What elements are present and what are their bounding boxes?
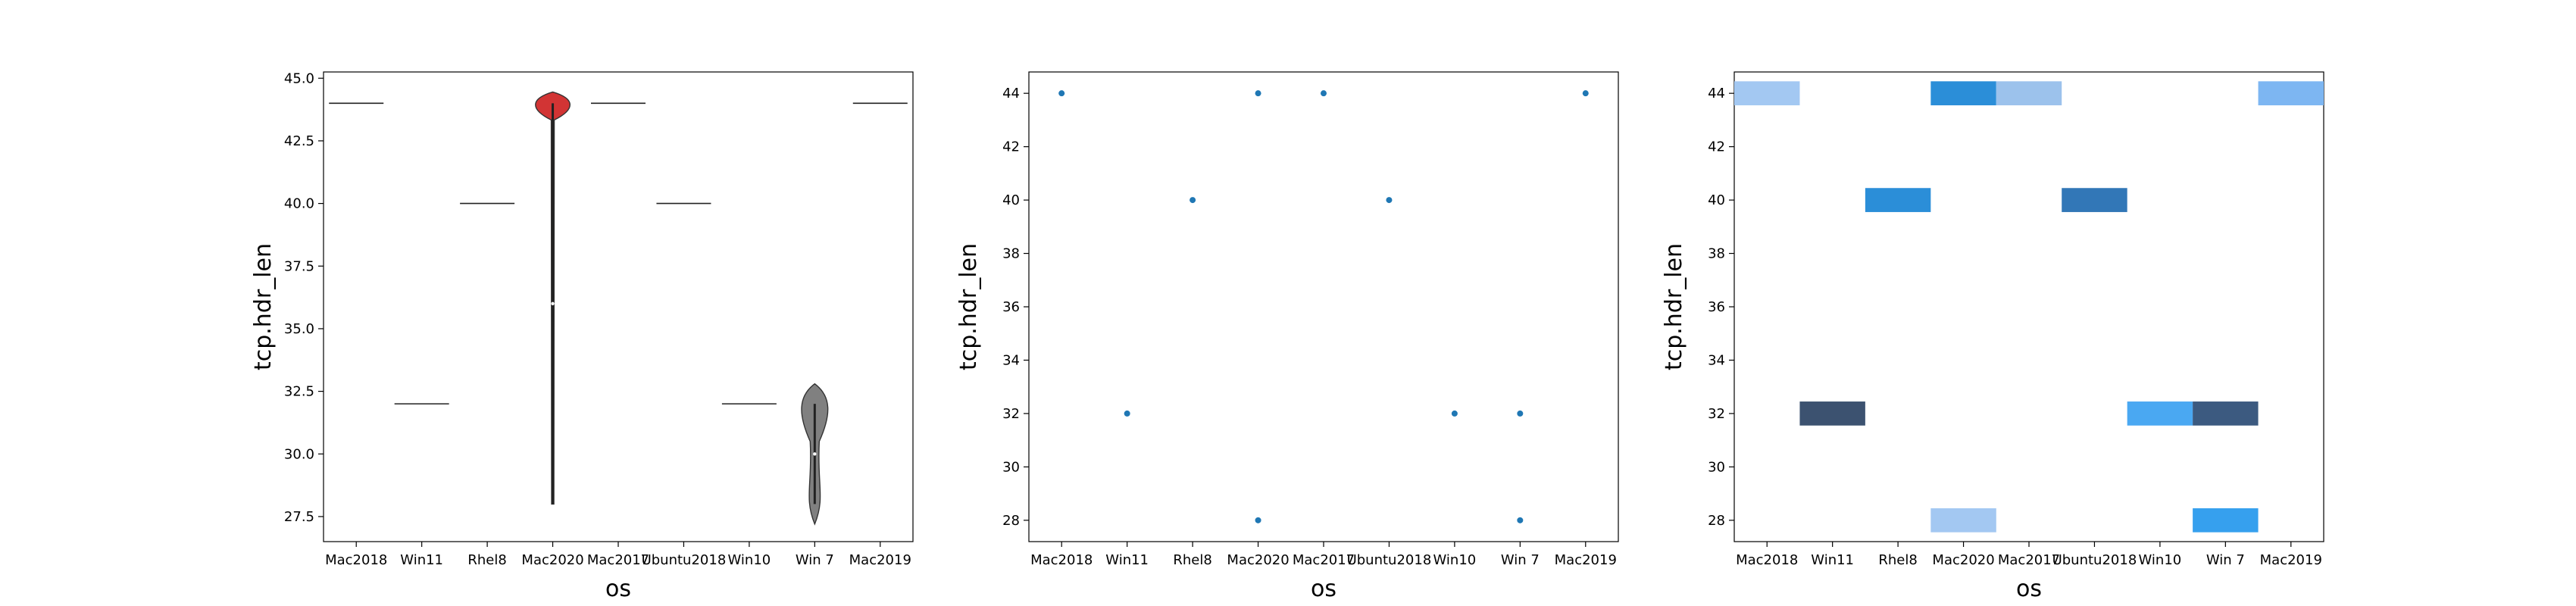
x-tick-label: Mac2019 bbox=[849, 552, 911, 568]
x-tick-label: Mac2018 bbox=[1030, 552, 1093, 568]
scatter-point bbox=[1124, 410, 1130, 417]
x-tick-label: Mac2020 bbox=[1227, 552, 1289, 568]
x-tick-label: Mac2018 bbox=[325, 552, 387, 568]
scatter-point bbox=[1386, 197, 1393, 204]
scatter-point bbox=[1517, 410, 1524, 417]
plot-frame bbox=[1733, 71, 2324, 542]
y-tick-label: 40 bbox=[1708, 192, 1725, 208]
heatmap-cell bbox=[1930, 81, 1996, 106]
y-tick-label: 36 bbox=[1002, 299, 1020, 315]
y-tick-label: 32 bbox=[1708, 406, 1725, 422]
y-tick-label: 34 bbox=[1708, 352, 1725, 368]
x-tick-label: Win11 bbox=[1811, 552, 1854, 568]
y-tick-label: 38 bbox=[1002, 246, 1020, 262]
scatter-point bbox=[1321, 90, 1327, 97]
x-tick-label: Win10 bbox=[2139, 552, 2182, 568]
x-tick-label: Win11 bbox=[400, 552, 443, 568]
x-tick-label: Win 7 bbox=[2206, 552, 2245, 568]
y-tick-label: 45.0 bbox=[284, 70, 314, 86]
y-tick-label: 36 bbox=[1708, 299, 1725, 315]
x-tick-label: Rhel8 bbox=[1173, 552, 1211, 568]
x-tick-label: Win10 bbox=[1433, 552, 1477, 568]
y-tick-label: 44 bbox=[1002, 86, 1020, 102]
x-tick-label: Rhel8 bbox=[1878, 552, 1917, 568]
y-tick-label: 38 bbox=[1708, 246, 1725, 262]
x-tick-label: Ubuntu2018 bbox=[1347, 552, 1432, 568]
y-tick-label: 42 bbox=[1708, 139, 1725, 155]
y-tick-label: 30 bbox=[1002, 459, 1020, 475]
heatmap-cell bbox=[1996, 81, 2062, 106]
y-tick-label: 32 bbox=[1002, 406, 1020, 422]
x-tick-label: Mac2020 bbox=[1932, 552, 1994, 568]
x-tick-label: Mac2017 bbox=[1293, 552, 1355, 568]
violin-median-Mac2020 bbox=[551, 301, 555, 306]
x-axis-title: os bbox=[1311, 576, 1336, 602]
scatter-point bbox=[1517, 517, 1524, 523]
y-axis-title: tcp.hdr_len bbox=[250, 243, 277, 370]
x-tick-label: Ubuntu2018 bbox=[2052, 552, 2137, 568]
y-axis-title: tcp.hdr_len bbox=[1661, 243, 1687, 370]
x-tick-label: Mac2019 bbox=[2260, 552, 2322, 568]
chart-panel-1: 27.5 30.0 32.5 35.0 37.5 40.0 42.5 45.0 Mac2018 W… bbox=[250, 70, 914, 602]
x-axis-title: os bbox=[605, 576, 631, 602]
x-tick-label: Win11 bbox=[1105, 552, 1149, 568]
x-tick-label: Win10 bbox=[728, 552, 771, 568]
y-tick-label: 35.0 bbox=[284, 321, 314, 337]
heatmap-cell bbox=[2258, 81, 2324, 106]
y-tick-label: 42 bbox=[1002, 139, 1020, 155]
scatter-point bbox=[1582, 90, 1589, 97]
y-axis-title: tcp.hdr_len bbox=[955, 243, 982, 370]
scatter-point bbox=[1058, 90, 1065, 97]
x-tick-label: Mac2020 bbox=[521, 552, 583, 568]
y-tick-label: 37.5 bbox=[284, 258, 314, 274]
scatter-point bbox=[1255, 517, 1261, 523]
y-tick-label: 28 bbox=[1002, 513, 1020, 529]
chart-panel-3: 28 30 32 34 36 38 40 42 44 Mac2018 Win11 Rhel8 Mac20… bbox=[1661, 71, 2324, 602]
scatter-point bbox=[1451, 410, 1458, 417]
x-tick-label: Win 7 bbox=[796, 552, 834, 568]
heatmap-cell bbox=[2062, 188, 2127, 212]
heatmap-cell bbox=[2127, 401, 2193, 426]
y-tick-label: 42.5 bbox=[284, 133, 314, 149]
plot-frame bbox=[323, 71, 914, 542]
heatmap-cell bbox=[1799, 401, 1865, 426]
scatter-point bbox=[1255, 90, 1261, 97]
x-tick-label: Mac2017 bbox=[587, 552, 649, 568]
x-tick-label: Ubuntu2018 bbox=[642, 552, 727, 568]
chart-panel-2: 28 30 32 34 36 38 40 42 44 Mac2018 Win11 Rhel8 Mac20… bbox=[955, 71, 1619, 602]
y-tick-label: 40 bbox=[1002, 192, 1020, 208]
heatmap-cell bbox=[1930, 508, 1996, 533]
y-tick-label: 40.0 bbox=[284, 196, 314, 212]
heatmap-cell bbox=[1734, 81, 1800, 106]
scatter-point bbox=[1190, 197, 1196, 204]
heatmap-cell bbox=[1865, 188, 1931, 212]
y-tick-label: 30.0 bbox=[284, 446, 314, 462]
x-tick-label: Mac2019 bbox=[1555, 552, 1617, 568]
heatmap-cell bbox=[2193, 508, 2259, 533]
plot-frame bbox=[1028, 71, 1619, 542]
y-tick-label: 44 bbox=[1708, 86, 1725, 102]
y-tick-label: 28 bbox=[1708, 513, 1725, 529]
x-tick-label: Rhel8 bbox=[467, 552, 506, 568]
y-tick-label: 27.5 bbox=[284, 509, 314, 525]
x-tick-label: Mac2018 bbox=[1736, 552, 1798, 568]
y-tick-label: 34 bbox=[1002, 352, 1020, 368]
y-tick-label: 30 bbox=[1708, 459, 1725, 475]
x-axis-title: os bbox=[2016, 576, 2042, 602]
x-tick-label: Mac2017 bbox=[1998, 552, 2060, 568]
y-tick-label: 32.5 bbox=[284, 384, 314, 400]
violin-median-Win 7 bbox=[813, 452, 817, 456]
heatmap-cell bbox=[2193, 401, 2259, 426]
x-tick-label: Win 7 bbox=[1501, 552, 1540, 568]
